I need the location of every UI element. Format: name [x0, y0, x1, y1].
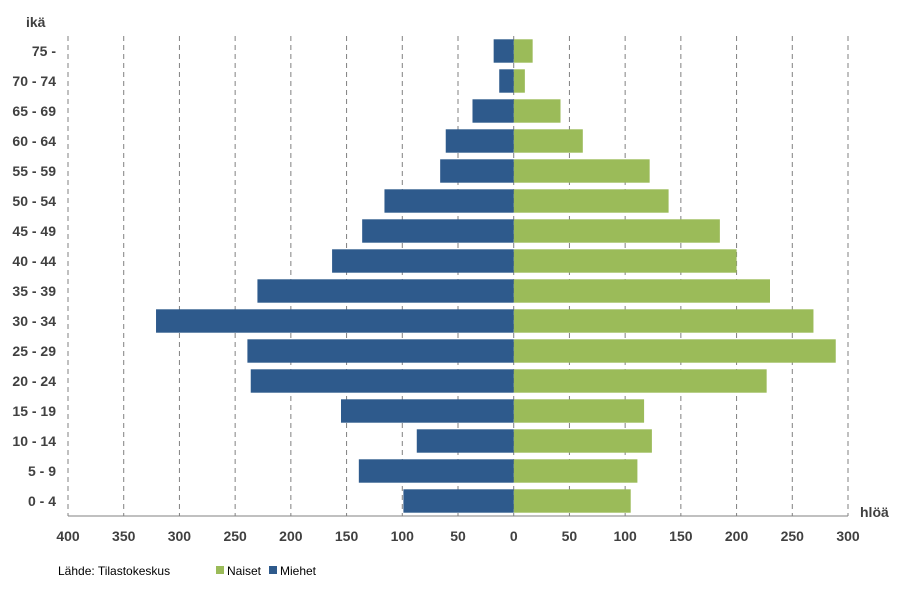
bar-miehet	[332, 249, 514, 273]
y-category-label: 5 - 9	[28, 463, 56, 479]
bar-naiset	[513, 99, 561, 123]
y-category-label: 10 - 14	[12, 433, 56, 449]
y-category-label: 70 - 74	[12, 73, 56, 89]
bar-naiset	[513, 399, 645, 423]
bar-miehet	[362, 219, 514, 243]
bar-naiset	[513, 219, 720, 243]
bar-naiset	[513, 129, 583, 153]
x-tick-label: 150	[335, 528, 359, 544]
bar-naiset	[513, 339, 836, 363]
bar-naiset	[513, 39, 533, 63]
bar-miehet	[445, 129, 514, 153]
x-tick-label: 50	[562, 528, 578, 544]
y-category-label: 30 - 34	[12, 313, 56, 329]
x-tick-label: 150	[669, 528, 693, 544]
x-tick-label: 200	[279, 528, 303, 544]
legend: Naiset Miehet	[216, 564, 317, 578]
bar-naiset	[513, 159, 650, 183]
y-category-label: 50 - 54	[12, 193, 56, 209]
bar-miehet	[341, 399, 514, 423]
y-category-label: 15 - 19	[12, 403, 56, 419]
bar-miehet	[499, 69, 514, 93]
y-category-label: 0 - 4	[28, 493, 56, 509]
y-category-label: 25 - 29	[12, 343, 56, 359]
x-tick-label: 300	[836, 528, 860, 544]
source-note: Lähde: Tilastokeskus	[58, 564, 170, 578]
legend-label-naiset: Naiset	[227, 564, 262, 578]
bar-miehet	[493, 39, 514, 63]
y-category-label: 55 - 59	[12, 163, 56, 179]
legend-swatch-miehet	[269, 566, 277, 574]
y-category-label: 60 - 64	[12, 133, 56, 149]
y-category-label: 40 - 44	[12, 253, 56, 269]
x-tick-label: 50	[450, 528, 466, 544]
bar-miehet	[440, 159, 514, 183]
bar-miehet	[472, 99, 514, 123]
bar-naiset	[513, 279, 770, 303]
bar-miehet	[403, 489, 514, 513]
bar-naiset	[513, 189, 669, 213]
bar-miehet	[384, 189, 514, 213]
bar-naiset	[513, 249, 737, 273]
bar-miehet	[156, 309, 514, 333]
x-tick-label: 350	[112, 528, 136, 544]
bar-miehet	[416, 429, 514, 453]
y-axis-title: ikä	[26, 14, 46, 30]
bar-miehet	[250, 369, 514, 393]
x-tick-label: 250	[781, 528, 805, 544]
x-tick-label: 100	[613, 528, 637, 544]
x-tick-label: 300	[168, 528, 192, 544]
bar-naiset	[513, 459, 638, 483]
x-tick-label: 100	[391, 528, 415, 544]
y-category-label: 20 - 24	[12, 373, 56, 389]
y-category-label: 35 - 39	[12, 283, 56, 299]
x-tick-label: 250	[223, 528, 247, 544]
bar-miehet	[257, 279, 514, 303]
bars	[156, 39, 836, 513]
x-tick-label: 400	[56, 528, 80, 544]
x-tick-label: 200	[725, 528, 749, 544]
bar-miehet	[358, 459, 514, 483]
legend-swatch-naiset	[216, 566, 224, 574]
y-category-label: 65 - 69	[12, 103, 56, 119]
bar-naiset	[513, 369, 767, 393]
x-axis: 400 350 300 250 200 150 100 50 0 50 100 150 200 250 30…	[56, 515, 860, 544]
bar-miehet	[247, 339, 514, 363]
y-category-label: 75 -	[32, 43, 56, 59]
y-category-label: 45 - 49	[12, 223, 56, 239]
legend-label-miehet: Miehet	[280, 564, 317, 578]
y-axis-category-labels: 0 - 4 5 - 9 10 - 14 15 - 19 20 - 24 25 - 29 30…	[12, 43, 56, 509]
x-tick-label: 0	[510, 528, 518, 544]
bar-naiset	[513, 309, 814, 333]
x-axis-title: hlöä	[860, 504, 889, 520]
bar-naiset	[513, 429, 652, 453]
bar-naiset	[513, 489, 631, 513]
bar-naiset	[513, 69, 525, 93]
